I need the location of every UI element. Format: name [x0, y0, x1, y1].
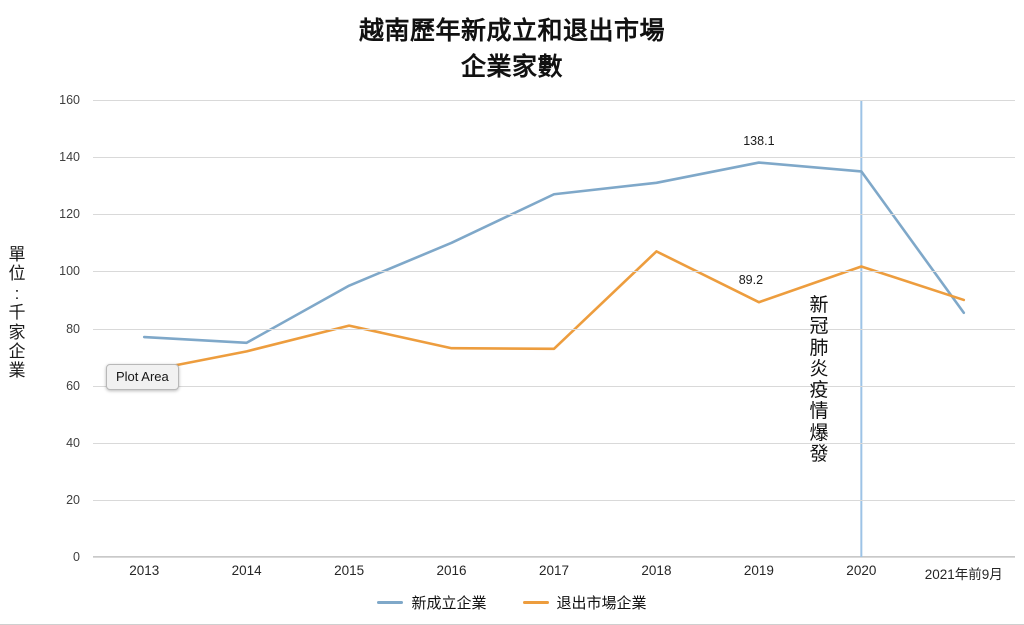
gridline — [93, 214, 1015, 216]
chart-title-line-2: 企業家數 — [460, 52, 563, 81]
x-axis-tick-label: 2018 — [641, 563, 672, 578]
y-axis-title: 單 位 : 千 家 企 業 — [4, 245, 30, 381]
y-axis-title-char: 企 — [8, 341, 26, 361]
y-axis-tick-label: 120 — [59, 207, 80, 222]
x-axis-tick-label: 2016 — [436, 563, 467, 578]
gridline — [93, 328, 1015, 330]
y-axis-tick-labels: 160 140 120 100 80 60 40 20 0 — [0, 93, 88, 564]
x-axis-tick-label: 2013 — [129, 563, 160, 578]
y-axis-tick-label: 100 — [59, 264, 80, 279]
gridline — [93, 557, 1015, 558]
y-axis-title-char: 業 — [8, 361, 26, 381]
covid-annotation-char: 炎 — [809, 358, 829, 380]
data-label: 138.1 — [743, 133, 775, 148]
gridline — [93, 499, 1015, 501]
covid-annotation-char: 新 — [809, 295, 829, 316]
gridline — [93, 100, 1015, 101]
x-axis-tick-label: 2015 — [334, 563, 365, 578]
covid-annotation-char: 爆 — [809, 422, 829, 444]
y-axis-tick-label: 60 — [66, 378, 80, 393]
covid-annotation-char: 發 — [809, 443, 829, 465]
gridline — [93, 442, 1015, 444]
y-axis-title-char: 千 — [8, 303, 26, 323]
y-axis-tick-label: 140 — [59, 150, 80, 165]
data-label: 89.2 — [738, 273, 764, 288]
series-line-new-businesses[interactable] — [142, 161, 966, 345]
y-axis-tick-label: 0 — [73, 550, 80, 564]
y-axis-title-char: 單 — [8, 245, 26, 264]
covid-annotation-char: 情 — [809, 401, 829, 423]
gridline — [93, 157, 1015, 159]
legend-item-exited-businesses[interactable]: 退出市場企業 — [522, 592, 647, 613]
chart-title: 越南歷年新成立和退出市場 企業家數 — [0, 14, 1024, 85]
x-axis-tick-label: 2017 — [538, 563, 570, 578]
y-axis-tick-label: 160 — [59, 93, 80, 107]
covid-annotation-char: 肺 — [809, 337, 829, 359]
y-axis-title-char: 家 — [8, 322, 26, 342]
plot-area: 138.1 89.2 — [93, 100, 1015, 558]
legend-item-label: 新成立企業 — [411, 595, 487, 612]
covid-annotation-text: 新 冠 肺 炎 疫 情 爆 發 — [805, 295, 833, 465]
chart-legend: 新成立企業 退出市場企業 — [0, 592, 1024, 613]
legend-swatch-icon — [377, 601, 404, 604]
x-axis-tick-label: 2021年前9月 — [924, 567, 1003, 582]
y-axis-title-char: 位 — [8, 264, 26, 284]
x-axis-tick-label: 2020 — [846, 563, 877, 578]
covid-annotation-char: 冠 — [809, 316, 829, 338]
y-axis-title-char: : — [14, 283, 20, 303]
legend-item-new-businesses[interactable]: 新成立企業 — [377, 592, 487, 613]
covid-annotation-char: 疫 — [809, 380, 829, 402]
legend-item-label: 退出市場企業 — [556, 595, 647, 612]
x-axis-tick-label: 2019 — [743, 563, 774, 578]
gridline — [93, 271, 1015, 273]
y-axis-tick-label: 80 — [66, 321, 80, 336]
y-axis-tick-label: 40 — [66, 435, 80, 450]
legend-swatch-icon — [522, 601, 549, 604]
x-axis-tick-labels: 2013 2014 2015 2016 2017 2018 2019 2020 2021年前9月 — [93, 563, 1015, 589]
gridline — [93, 385, 1015, 387]
chart-title-line-1: 越南歷年新成立和退出市場 — [358, 17, 665, 45]
x-axis-tick-label: 2014 — [231, 563, 262, 578]
plot-area-tooltip: Plot Area — [106, 364, 179, 390]
series-line-exited-businesses[interactable] — [142, 250, 966, 373]
y-axis-tick-label: 20 — [66, 492, 80, 507]
